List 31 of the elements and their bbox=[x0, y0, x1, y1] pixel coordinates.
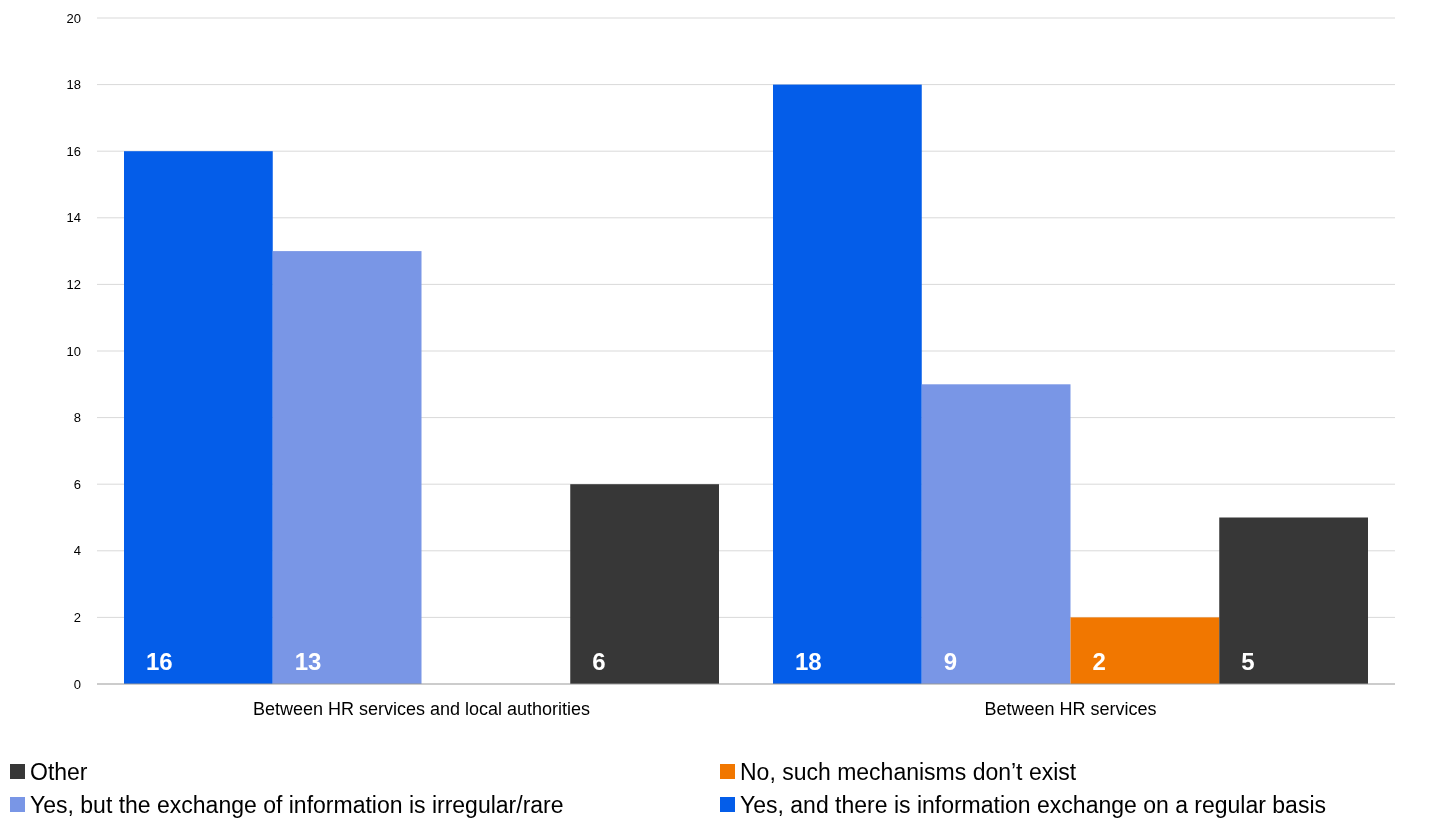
bar bbox=[570, 484, 719, 684]
legend-label: Other bbox=[30, 759, 88, 785]
x-tick-label: Between HR services and local authorities bbox=[252, 698, 591, 719]
y-tick-label: 14 bbox=[66, 210, 81, 226]
bar bbox=[921, 384, 1071, 684]
y-tick-label: 4 bbox=[73, 543, 81, 559]
bar bbox=[1219, 517, 1368, 684]
bar bbox=[1070, 617, 1220, 684]
y-tick-label: 16 bbox=[66, 143, 81, 159]
legend-label: No, such mechanisms don’t exist bbox=[740, 759, 1077, 785]
data-label: 9 bbox=[943, 648, 958, 675]
legend-label: Yes, but the exchange of information is irregular/rare bbox=[30, 792, 564, 818]
y-tick-label: 8 bbox=[73, 410, 81, 426]
legend-label: Yes, and there is information exchange on a regular basis bbox=[740, 792, 1327, 818]
data-label: 18 bbox=[795, 648, 822, 675]
y-tick-label: 20 bbox=[66, 10, 81, 26]
y-tick-label: 6 bbox=[73, 476, 81, 492]
data-label: 13 bbox=[294, 648, 322, 675]
y-tick-label: 18 bbox=[66, 77, 81, 93]
data-label: 2 bbox=[1092, 648, 1106, 675]
x-tick-label: Between HR services bbox=[984, 698, 1157, 719]
data-label: 16 bbox=[146, 648, 173, 675]
data-label: 5 bbox=[1241, 648, 1255, 675]
bar bbox=[124, 151, 273, 684]
y-tick-label: 10 bbox=[66, 343, 81, 359]
y-tick-label: 12 bbox=[66, 277, 81, 293]
y-tick-label: 2 bbox=[73, 610, 81, 626]
bar bbox=[272, 251, 422, 684]
data-label: 6 bbox=[592, 648, 606, 675]
bar bbox=[773, 84, 922, 684]
y-tick-label: 0 bbox=[73, 676, 81, 692]
